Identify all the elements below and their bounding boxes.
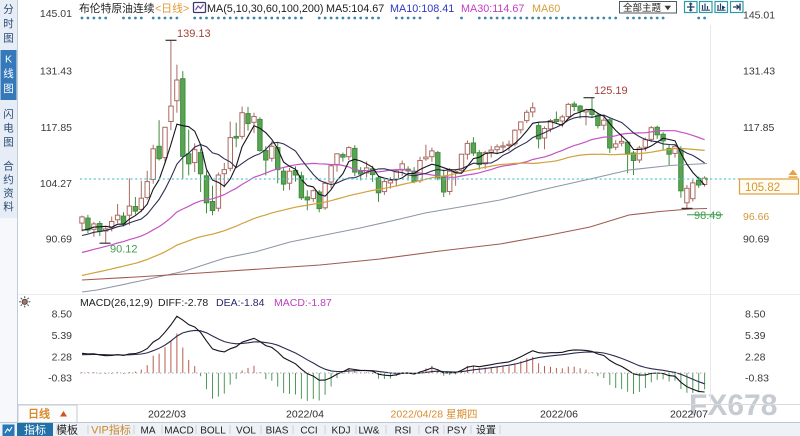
svg-text:指标: 指标 — [24, 423, 46, 436]
svg-text:BIAS: BIAS — [266, 426, 289, 436]
svg-text:117.85: 117.85 — [41, 122, 72, 134]
svg-text:CR: CR — [425, 426, 439, 436]
svg-text:2022/04: 2022/04 — [286, 409, 324, 421]
svg-text:MA60: MA60 — [532, 3, 560, 15]
svg-text:全部主题: 全部主题 — [623, 2, 662, 14]
svg-text:MA5:104.67: MA5:104.67 — [326, 3, 384, 15]
svg-text:图: 图 — [3, 83, 14, 95]
svg-text:MACD: MACD — [164, 426, 193, 436]
svg-text:2022/06: 2022/06 — [540, 409, 578, 421]
svg-text:MACD:-1.87: MACD:-1.87 — [274, 297, 332, 309]
svg-text:5.39: 5.39 — [52, 330, 73, 342]
svg-text:时: 时 — [3, 18, 14, 30]
svg-text:DEA:-1.84: DEA:-1.84 — [216, 297, 265, 309]
svg-text:模板: 模板 — [56, 423, 78, 436]
svg-text:2022/03: 2022/03 — [148, 409, 186, 421]
svg-text:MA: MA — [141, 426, 156, 436]
svg-text:BOLL: BOLL — [200, 426, 226, 436]
svg-text:145.01: 145.01 — [40, 8, 72, 20]
svg-text:日线: 日线 — [28, 407, 50, 421]
svg-text:2022/04/28 星期四: 2022/04/28 星期四 — [391, 409, 478, 421]
svg-text:KDJ: KDJ — [332, 426, 351, 436]
svg-text:VOL: VOL — [236, 426, 256, 436]
svg-text:电: 电 — [3, 122, 14, 135]
svg-text:2022/07: 2022/07 — [670, 409, 708, 421]
svg-text:90.69: 90.69 — [46, 234, 72, 246]
svg-text:LW&: LW& — [359, 426, 380, 436]
svg-text:139.13: 139.13 — [177, 28, 211, 40]
svg-text:FX678: FX678 — [689, 389, 777, 422]
svg-text:RSI: RSI — [395, 426, 412, 436]
svg-text:8.50: 8.50 — [745, 309, 766, 321]
svg-text:MACD(26,12,9): MACD(26,12,9) — [80, 297, 153, 309]
svg-text:8.50: 8.50 — [52, 309, 73, 321]
svg-text:分: 分 — [3, 4, 14, 16]
svg-text:DIFF:-2.78: DIFF:-2.78 — [158, 297, 208, 309]
svg-text:资: 资 — [3, 188, 14, 200]
svg-text:料: 料 — [3, 200, 14, 213]
svg-text:MA(5,10,30,60,100,200): MA(5,10,30,60,100,200) — [207, 3, 323, 15]
svg-text:105.82: 105.82 — [745, 182, 780, 194]
svg-text:设置: 设置 — [476, 425, 496, 436]
svg-text:MA30:114.67: MA30:114.67 — [461, 3, 524, 15]
svg-text:125.19: 125.19 — [594, 85, 628, 97]
svg-text:图: 图 — [3, 137, 14, 149]
svg-text:104.27: 104.27 — [40, 178, 72, 190]
svg-text:图: 图 — [3, 33, 14, 45]
svg-text:<日线>: <日线> — [155, 1, 189, 15]
svg-text:90.69: 90.69 — [743, 234, 769, 246]
svg-text:PSY: PSY — [447, 426, 467, 436]
svg-text:145.01: 145.01 — [743, 10, 775, 22]
svg-text:90.12: 90.12 — [110, 244, 138, 256]
svg-text:96.66: 96.66 — [743, 211, 769, 223]
svg-text:布伦特原油连续: 布伦特原油连续 — [79, 1, 155, 15]
svg-text:117.85: 117.85 — [743, 122, 774, 134]
svg-text:131.43: 131.43 — [743, 66, 775, 78]
svg-text:CCI: CCI — [300, 426, 317, 436]
svg-text:K: K — [5, 54, 12, 66]
svg-text:约: 约 — [3, 173, 14, 186]
svg-text:5.39: 5.39 — [745, 330, 766, 342]
svg-text:2.28: 2.28 — [52, 352, 73, 364]
svg-text:闪: 闪 — [3, 108, 14, 121]
svg-text:VIP指标: VIP指标 — [91, 423, 131, 436]
svg-text:-0.83: -0.83 — [745, 373, 769, 385]
svg-text:-0.83: -0.83 — [48, 373, 72, 385]
svg-text:98.49: 98.49 — [694, 210, 722, 222]
svg-text:MA10:108.41: MA10:108.41 — [390, 3, 454, 15]
svg-text:131.43: 131.43 — [40, 66, 72, 78]
svg-text:线: 线 — [3, 67, 14, 80]
svg-text:合: 合 — [3, 160, 14, 173]
svg-text:2.28: 2.28 — [745, 352, 766, 364]
